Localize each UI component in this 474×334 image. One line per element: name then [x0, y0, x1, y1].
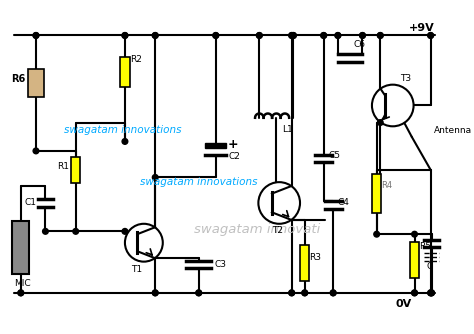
Circle shape — [412, 231, 418, 237]
Circle shape — [360, 33, 365, 38]
Circle shape — [335, 33, 341, 38]
Circle shape — [377, 33, 383, 38]
Circle shape — [321, 33, 327, 38]
Circle shape — [73, 228, 79, 234]
Text: R1: R1 — [57, 162, 69, 171]
Circle shape — [258, 182, 300, 224]
Text: R5: R5 — [419, 242, 431, 251]
Circle shape — [302, 290, 308, 296]
Bar — [12, 221, 29, 274]
Circle shape — [152, 33, 158, 38]
Circle shape — [289, 290, 294, 296]
Circle shape — [289, 290, 294, 296]
Circle shape — [152, 290, 158, 296]
Circle shape — [213, 33, 219, 38]
Circle shape — [428, 33, 433, 38]
Circle shape — [412, 290, 418, 296]
Bar — [120, 57, 130, 88]
Circle shape — [256, 33, 262, 38]
Bar — [300, 244, 310, 281]
Text: MIC: MIC — [14, 279, 31, 288]
Circle shape — [412, 290, 418, 296]
Bar — [28, 68, 44, 97]
Polygon shape — [205, 143, 226, 148]
Circle shape — [18, 290, 24, 296]
Text: +: + — [228, 138, 239, 151]
Circle shape — [335, 33, 341, 38]
Circle shape — [330, 290, 336, 296]
Text: L1: L1 — [282, 125, 293, 134]
Circle shape — [152, 33, 158, 38]
Text: C2: C2 — [228, 152, 240, 161]
Circle shape — [428, 290, 433, 296]
Bar — [410, 242, 419, 278]
Text: C1: C1 — [25, 198, 36, 207]
Circle shape — [429, 290, 434, 296]
Text: R2: R2 — [130, 54, 142, 63]
Text: swagatam innovations: swagatam innovations — [140, 177, 257, 187]
Text: C6: C6 — [353, 40, 365, 49]
Circle shape — [377, 33, 383, 38]
Text: R6: R6 — [11, 74, 26, 84]
Text: swagatam innovati: swagatam innovati — [194, 223, 320, 236]
Circle shape — [291, 33, 296, 38]
Text: T2: T2 — [272, 226, 283, 235]
Circle shape — [289, 33, 294, 38]
Circle shape — [374, 231, 380, 237]
Circle shape — [330, 290, 336, 296]
Circle shape — [289, 33, 294, 38]
Text: 0V: 0V — [396, 299, 412, 309]
Text: C: C — [427, 262, 433, 271]
Circle shape — [33, 148, 39, 154]
Circle shape — [33, 33, 39, 38]
Circle shape — [122, 33, 128, 38]
Text: T3: T3 — [401, 74, 411, 84]
Text: R4: R4 — [382, 181, 392, 190]
Circle shape — [291, 33, 296, 38]
Circle shape — [122, 33, 128, 38]
Text: R3: R3 — [310, 254, 321, 263]
Circle shape — [372, 85, 414, 126]
Circle shape — [152, 175, 158, 180]
Circle shape — [321, 33, 327, 38]
Circle shape — [152, 290, 158, 296]
Text: Antenna: Antenna — [434, 126, 473, 135]
Circle shape — [429, 290, 434, 296]
Circle shape — [256, 33, 262, 38]
Circle shape — [122, 228, 128, 234]
Circle shape — [196, 290, 201, 296]
Circle shape — [125, 224, 163, 262]
Bar — [71, 157, 81, 183]
Text: C4: C4 — [338, 197, 350, 206]
Circle shape — [33, 33, 39, 38]
Circle shape — [213, 33, 219, 38]
Circle shape — [43, 228, 48, 234]
Text: C3: C3 — [215, 260, 227, 269]
Circle shape — [18, 290, 24, 296]
Text: swagatam innovations: swagatam innovations — [64, 125, 182, 135]
Circle shape — [360, 33, 365, 38]
Circle shape — [428, 290, 433, 296]
Text: C5: C5 — [328, 151, 340, 160]
Circle shape — [302, 290, 308, 296]
Text: +9V: +9V — [409, 23, 435, 33]
Text: T1: T1 — [131, 265, 142, 274]
Circle shape — [122, 139, 128, 144]
Circle shape — [377, 120, 383, 125]
Circle shape — [428, 33, 433, 38]
Bar — [372, 174, 382, 213]
Circle shape — [196, 290, 201, 296]
